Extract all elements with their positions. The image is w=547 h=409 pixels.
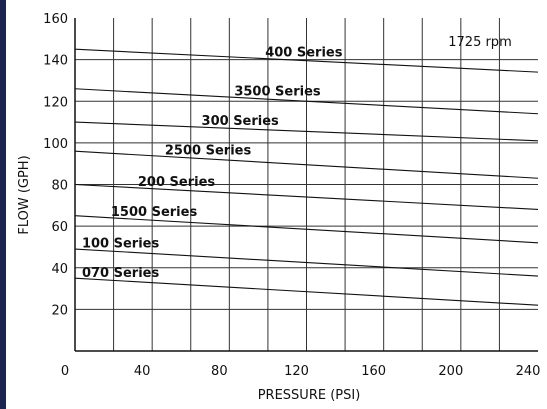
series-line [74, 248, 539, 277]
series-label: 100 Series [82, 237, 160, 252]
y-tick-label: 100 [43, 137, 68, 152]
series-line [74, 121, 539, 142]
x-tick-label: 120 [284, 364, 309, 379]
y-tick-label: 120 [43, 95, 68, 110]
series-label: 1500 Series [111, 205, 198, 220]
x-tick-label: 160 [361, 364, 386, 379]
y-tick-label: 80 [51, 179, 68, 194]
y-tick-label: 40 [51, 262, 68, 277]
series-line [74, 277, 539, 306]
series-labels: 400 Series 3500 Series 300 Series 2500 Seri… [82, 46, 343, 281]
x-tick-label: 240 [516, 364, 541, 379]
x-tick-label: 0 [61, 364, 69, 379]
y-tick-label: 140 [43, 54, 68, 69]
series-line [74, 48, 539, 73]
series-line [74, 88, 539, 115]
x-axis-title: PRESSURE (PSI) [258, 388, 361, 403]
series-label: 300 Series [202, 114, 280, 129]
series-label: 2500 Series [165, 144, 252, 159]
series-lines [74, 48, 539, 306]
series-label: 070 Series [82, 266, 160, 281]
series-line [74, 215, 539, 244]
series-line [74, 183, 539, 211]
y-axis-title: FLOW (GPH) [17, 155, 32, 234]
x-tick-label: 40 [134, 364, 151, 379]
y-tick-label: 20 [51, 303, 68, 318]
series-label: 400 Series [265, 46, 343, 61]
tick-labels: 0 40 80 120 160 200 240 20 40 60 80 100 120 140 160 [43, 12, 540, 379]
x-tick-label: 200 [438, 364, 463, 379]
rpm-annotation: 1725 rpm [448, 35, 511, 50]
series-label: 3500 Series [234, 85, 321, 100]
y-tick-label: 160 [43, 12, 68, 27]
x-tick-label: 80 [211, 364, 228, 379]
series-line [74, 150, 539, 179]
flow-pressure-chart: 400 Series 3500 Series 300 Series 2500 Seri… [17, 12, 540, 403]
series-label: 200 Series [138, 175, 216, 190]
y-tick-label: 60 [51, 220, 68, 235]
